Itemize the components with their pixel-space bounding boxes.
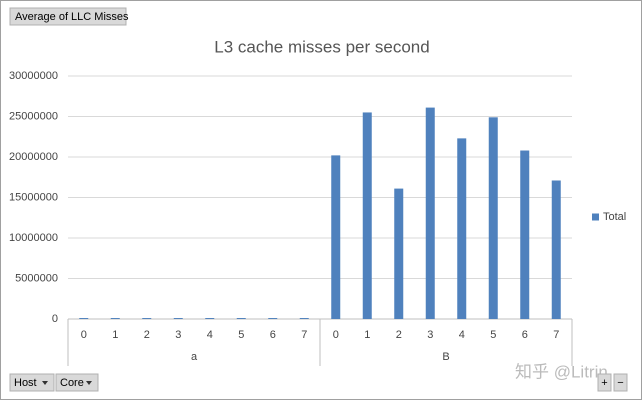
y-tick-label: 20000000 xyxy=(9,151,58,163)
zoom-button[interactable]: + xyxy=(597,373,612,392)
x-tick-label: 6 xyxy=(522,329,528,341)
chart-title: L3 cache misses per second xyxy=(214,37,429,56)
bar xyxy=(173,318,183,319)
y-tick-label: 25000000 xyxy=(9,110,58,122)
zoom-label[interactable]: − xyxy=(617,377,623,389)
group-label: a xyxy=(191,351,198,363)
bar xyxy=(551,180,561,319)
bar xyxy=(299,318,309,319)
x-tick-label: 0 xyxy=(81,329,87,341)
row-field-button[interactable]: Core xyxy=(55,373,99,392)
bar xyxy=(268,318,278,319)
bar xyxy=(331,155,341,319)
x-tick-label: 7 xyxy=(301,329,307,341)
bar xyxy=(457,138,467,319)
value-field-label[interactable]: Average of LLC Misses xyxy=(15,11,129,23)
y-tick-label: 15000000 xyxy=(9,191,58,203)
value-field-button[interactable]: Average of LLC Misses xyxy=(9,7,129,26)
y-tick-label: 5000000 xyxy=(15,272,58,284)
bar xyxy=(236,318,246,319)
zoom-label[interactable]: + xyxy=(601,377,607,389)
row-field-label[interactable]: Host xyxy=(14,377,37,389)
watermark: 知乎 @Litrin xyxy=(515,362,608,381)
bar xyxy=(362,112,372,319)
bar xyxy=(79,318,89,319)
x-tick-label: 5 xyxy=(490,329,496,341)
legend-swatch xyxy=(592,213,599,221)
x-tick-label: 2 xyxy=(144,329,150,341)
bar xyxy=(205,318,215,319)
y-tick-label: 0 xyxy=(52,313,58,325)
row-field-button[interactable]: Host xyxy=(9,373,55,392)
x-tick-label: 1 xyxy=(112,329,118,341)
zoom-button[interactable]: − xyxy=(613,373,628,392)
x-tick-label: 6 xyxy=(270,329,276,341)
bar xyxy=(425,107,435,319)
bar xyxy=(488,117,498,319)
group-label: B xyxy=(442,351,449,363)
row-field-label[interactable]: Core xyxy=(60,377,84,389)
bar xyxy=(110,318,120,319)
y-tick-label: 30000000 xyxy=(9,70,58,82)
x-tick-label: 4 xyxy=(459,329,465,341)
dropdown-arrow xyxy=(86,381,92,385)
x-tick-label: 3 xyxy=(427,329,433,341)
legend-label: Total xyxy=(603,211,626,223)
x-tick-label: 5 xyxy=(238,329,244,341)
x-tick-label: 4 xyxy=(207,329,213,341)
x-tick-label: 2 xyxy=(396,329,402,341)
y-tick-label: 10000000 xyxy=(9,232,58,244)
x-tick-label: 7 xyxy=(553,329,559,341)
x-tick-label: 1 xyxy=(364,329,370,341)
bar xyxy=(520,150,530,319)
bar xyxy=(394,188,404,319)
x-tick-label: 3 xyxy=(175,329,181,341)
dropdown-arrow xyxy=(42,381,48,385)
x-tick-label: 0 xyxy=(333,329,339,341)
bar xyxy=(142,318,152,319)
